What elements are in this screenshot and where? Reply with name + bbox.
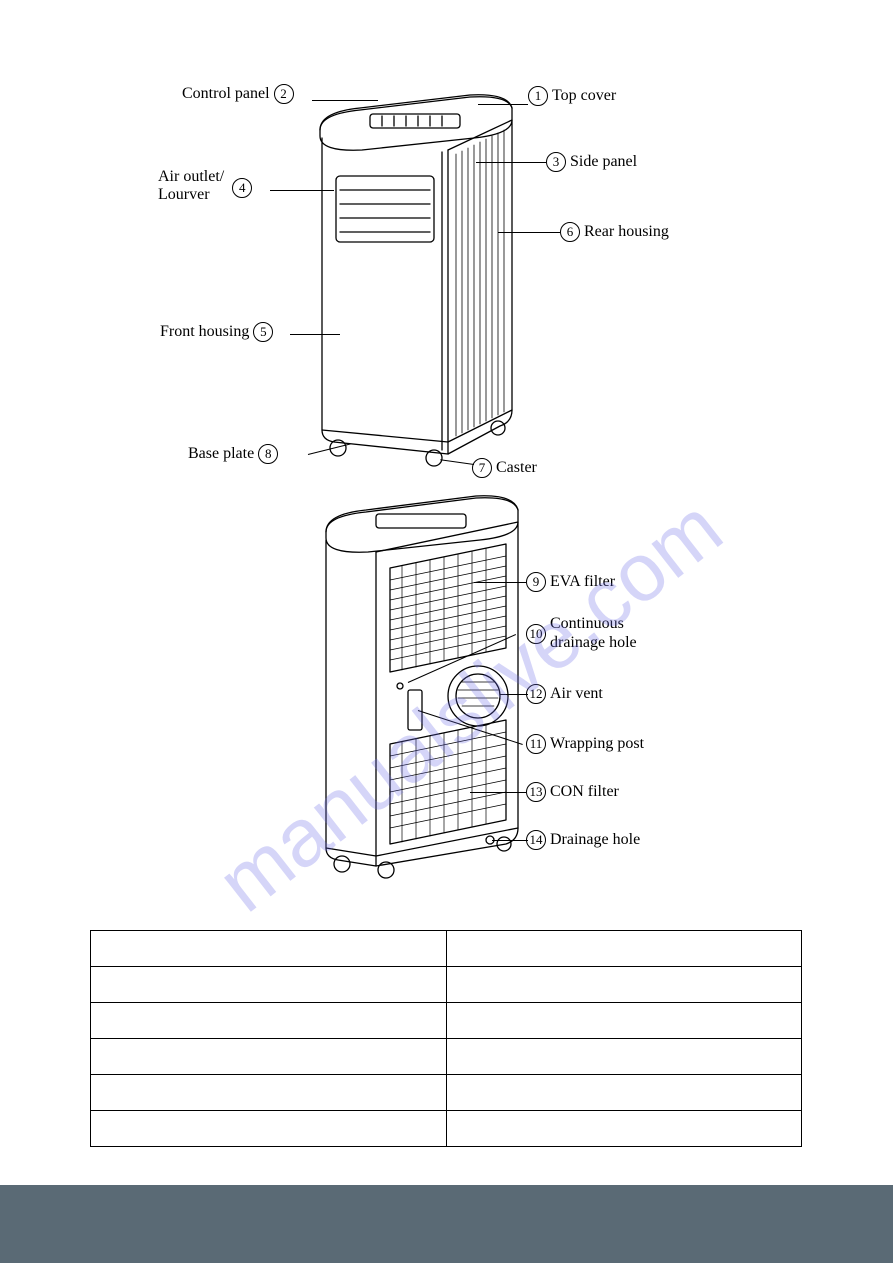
callout-label: drainage hole bbox=[550, 634, 637, 651]
num-badge: 7 bbox=[472, 458, 492, 478]
callout-label: Continuous bbox=[550, 615, 624, 632]
callout-drainage-hole: 14 Drainage hole bbox=[526, 830, 640, 850]
num-badge: 2 bbox=[274, 84, 294, 104]
num-badge: 12 bbox=[526, 684, 546, 704]
callout-cont-drain: 10 Continuous drainage hole bbox=[526, 614, 637, 652]
diagram-area: 1 Top cover Control panel 2 3 Side panel… bbox=[140, 70, 760, 910]
table-row bbox=[91, 967, 802, 1003]
callout-caster: 7 Caster bbox=[472, 458, 537, 478]
callout-base-plate: Base plate 8 bbox=[188, 444, 278, 464]
spec-table bbox=[90, 930, 802, 1147]
callout-label: Side panel bbox=[570, 153, 637, 171]
callout-label: Air vent bbox=[550, 685, 603, 703]
callout-wrapping-post: 11 Wrapping post bbox=[526, 734, 644, 754]
callout-control-panel: Control panel 2 bbox=[182, 84, 294, 104]
num-badge: 13 bbox=[526, 782, 546, 802]
table-row bbox=[91, 1003, 802, 1039]
callout-label: EVA filter bbox=[550, 573, 615, 591]
callout-label: Lourver bbox=[158, 186, 210, 203]
callout-label: Front housing bbox=[160, 323, 249, 341]
callout-label: Air outlet/ bbox=[158, 168, 224, 185]
table-row bbox=[91, 1075, 802, 1111]
manual-page: 1 Top cover Control panel 2 3 Side panel… bbox=[0, 0, 893, 1263]
callout-label: CON filter bbox=[550, 783, 619, 801]
callout-label: Control panel bbox=[182, 85, 270, 103]
num-badge: 4 bbox=[232, 178, 252, 198]
callout-eva-filter: 9 EVA filter bbox=[526, 572, 615, 592]
num-badge: 3 bbox=[546, 152, 566, 172]
num-badge: 8 bbox=[258, 444, 278, 464]
table-row bbox=[91, 1039, 802, 1075]
front-unit-drawing bbox=[290, 90, 550, 470]
table-row bbox=[91, 1111, 802, 1147]
callout-label: Rear housing bbox=[584, 223, 669, 241]
callout-top-cover: 1 Top cover bbox=[528, 86, 616, 106]
callout-front-housing: Front housing 5 bbox=[160, 322, 273, 342]
callout-label: Drainage hole bbox=[550, 831, 640, 849]
callout-label: Wrapping post bbox=[550, 735, 644, 753]
callout-con-filter: 13 CON filter bbox=[526, 782, 619, 802]
num-badge: 1 bbox=[528, 86, 548, 106]
num-badge: 11 bbox=[526, 734, 546, 754]
footer-bar bbox=[0, 1185, 893, 1263]
callout-label: Base plate bbox=[188, 445, 254, 463]
callout-rear-housing: 6 Rear housing bbox=[560, 222, 669, 242]
num-badge: 5 bbox=[253, 322, 273, 342]
callout-side-panel: 3 Side panel bbox=[546, 152, 637, 172]
num-badge: 10 bbox=[526, 624, 546, 644]
callout-air-outlet: Air outlet/ Lourver 4 bbox=[158, 168, 252, 204]
num-badge: 9 bbox=[526, 572, 546, 592]
table-row bbox=[91, 931, 802, 967]
callout-air-vent: 12 Air vent bbox=[526, 684, 603, 704]
num-badge: 6 bbox=[560, 222, 580, 242]
callout-label: Top cover bbox=[552, 87, 616, 105]
rear-unit-drawing bbox=[290, 490, 550, 890]
callout-label: Caster bbox=[496, 459, 537, 477]
num-badge: 14 bbox=[526, 830, 546, 850]
